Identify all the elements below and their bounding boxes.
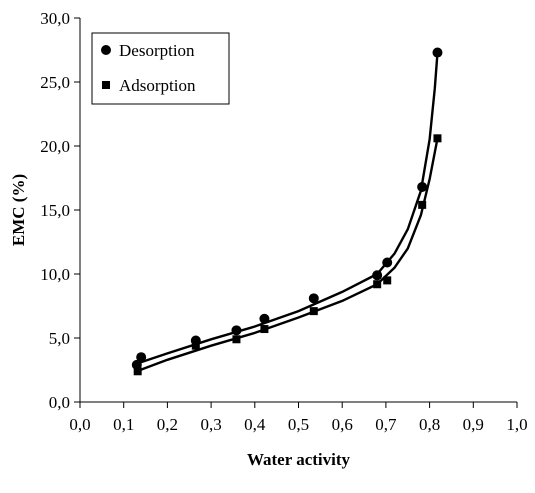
point-desorption [372, 270, 383, 281]
y-ticks: 0,0 5,0 10,0 15,0 20,0 25,0 30,0 [40, 9, 80, 412]
legend-label-adsorption: Adsorption [119, 76, 196, 95]
x-tick-label: 0,2 [157, 415, 178, 434]
point-desorption [231, 325, 242, 336]
point-desorption [136, 352, 147, 363]
point-adsorption [191, 341, 200, 350]
x-tick-label: 0,7 [375, 415, 397, 434]
point-adsorption [383, 276, 392, 285]
y-tick-label: 15,0 [40, 201, 70, 220]
x-tick-label: 0,3 [200, 415, 221, 434]
point-adsorption [433, 134, 442, 143]
y-axis-title: EMC (%) [9, 174, 28, 246]
x-tick-label: 0,1 [113, 415, 134, 434]
x-tick-label: 0,6 [332, 415, 353, 434]
legend: Desorption Adsorption [91, 32, 230, 105]
x-tick-label: 0,4 [244, 415, 266, 434]
x-tick-label: 0,8 [419, 415, 440, 434]
legend-label-desorption: Desorption [119, 41, 195, 60]
point-desorption [417, 181, 428, 192]
legend-marker-desorption [101, 45, 111, 55]
point-adsorption [260, 325, 269, 334]
x-ticks: 0,0 0,1 0,2 0,3 0,4 0,5 0,6 0,7 0,8 0,9 1,0 [69, 402, 528, 434]
markers [131, 47, 443, 376]
y-tick-label: 30,0 [40, 9, 70, 28]
point-adsorption [373, 280, 382, 289]
x-axis-title: Water activity [247, 450, 351, 469]
legend-box [91, 32, 230, 105]
point-adsorption [133, 367, 142, 376]
x-tick-label: 0,9 [463, 415, 484, 434]
point-desorption [259, 313, 270, 324]
point-desorption [382, 257, 393, 268]
plot-area: 0,0 0,1 0,2 0,3 0,4 0,5 0,6 0,7 0,8 0,9 1,0 0,0 5,0… [40, 9, 527, 434]
y-tick-label: 20,0 [40, 137, 70, 156]
point-adsorption [418, 200, 427, 209]
point-desorption [308, 293, 319, 304]
y-tick-label: 5,0 [49, 329, 70, 348]
y-tick-label: 25,0 [40, 73, 70, 92]
x-tick-label: 1,0 [506, 415, 527, 434]
x-tick-label: 0,0 [69, 415, 90, 434]
y-tick-label: 10,0 [40, 265, 70, 284]
legend-marker-adsorption [102, 81, 110, 89]
point-adsorption [309, 307, 318, 316]
fit-curve-adsorption [136, 138, 439, 373]
x-tick-label: 0,5 [288, 415, 309, 434]
point-desorption [432, 47, 443, 58]
point-adsorption [232, 335, 241, 344]
y-tick-label: 0,0 [49, 393, 70, 412]
